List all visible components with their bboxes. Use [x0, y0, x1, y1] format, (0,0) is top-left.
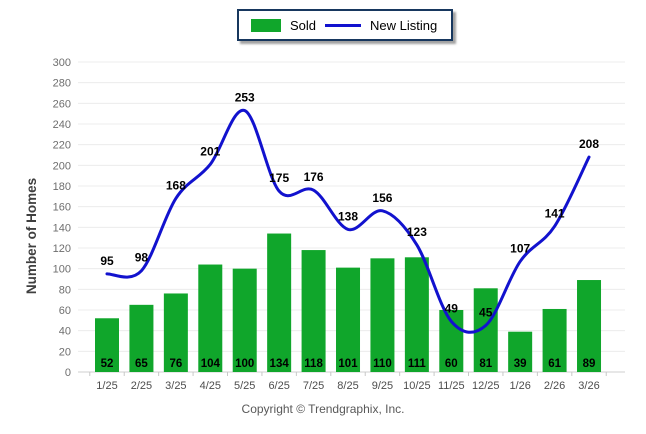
line-value-label: 123 [407, 225, 427, 239]
bar-value-label: 65 [135, 358, 148, 370]
line-value-label: 201 [200, 144, 220, 158]
y-tick-label: 160 [53, 202, 71, 214]
y-tick-label: 40 [59, 326, 71, 338]
y-tick-label: 140 [53, 222, 71, 234]
x-tick-label: 2/25 [131, 380, 152, 392]
bar [301, 250, 326, 372]
y-tick-label: 120 [53, 243, 71, 255]
x-tick-label: 1/26 [509, 380, 530, 392]
y-axis-title: Number of Homes [24, 178, 39, 294]
line-value-label: 141 [545, 206, 565, 220]
bar-value-label: 118 [304, 358, 323, 370]
bar [267, 233, 292, 372]
bar-value-label: 39 [514, 358, 527, 370]
y-tick-label: 80 [59, 284, 71, 296]
x-tick-label: 11/25 [438, 380, 465, 392]
y-tick-label: 280 [53, 78, 71, 90]
bar [95, 318, 119, 372]
copyright-text: Copyright © Trendgraphix, Inc. [241, 402, 405, 416]
bar-value-label: 89 [583, 358, 596, 370]
new-listing-line-icon [325, 23, 362, 27]
y-tick-label: 240 [53, 119, 71, 131]
line-value-label: 168 [166, 178, 186, 192]
line-value-label: 138 [338, 209, 358, 223]
bar-value-label: 110 [373, 358, 392, 370]
x-tick-label: 5/25 [234, 380, 255, 392]
bar-value-label: 104 [201, 358, 221, 370]
line-value-label: 49 [445, 301, 459, 315]
x-tick-label: 6/25 [268, 380, 289, 392]
bar [336, 267, 361, 372]
line-value-label: 95 [100, 254, 114, 268]
new-listing-curve [105, 109, 591, 334]
bar-series-sold [95, 233, 602, 372]
bar [198, 264, 223, 372]
y-tick-label: 220 [53, 140, 71, 152]
bar [404, 257, 429, 372]
bar [232, 268, 257, 372]
line-value-label: 98 [135, 251, 149, 265]
bar [508, 331, 533, 372]
y-tick-label: 180 [53, 181, 71, 193]
x-tick-label: 12/25 [472, 380, 500, 392]
x-tick-label: 10/25 [403, 380, 431, 392]
y-tick-label: 260 [53, 98, 71, 110]
bar-value-label: 76 [169, 358, 182, 370]
bar-value-label: 52 [101, 358, 114, 370]
sold-swatch-icon [251, 18, 281, 32]
bar [542, 308, 567, 372]
x-tick-label: 1/25 [96, 380, 117, 392]
bar [577, 280, 602, 372]
value-labels: 52 65 76 104 100 134 118 101 110 111 60 81 39 61 89 95 9… [100, 91, 599, 370]
x-tick-label: 3/25 [165, 380, 186, 392]
x-tick-label: 9/25 [372, 380, 393, 392]
line-value-label: 107 [510, 241, 530, 255]
bar-value-label: 100 [235, 358, 254, 370]
y-tick-label: 200 [53, 160, 71, 172]
bar-value-label: 101 [338, 358, 358, 370]
bar [129, 304, 154, 372]
x-tick-label: 4/25 [200, 380, 221, 392]
x-tick-label: 8/25 [337, 380, 358, 392]
line-value-label: 208 [579, 137, 599, 151]
line-value-label: 253 [235, 91, 255, 105]
bar [163, 293, 188, 372]
line-value-label: 176 [304, 170, 324, 184]
line-value-label: 45 [479, 306, 493, 320]
y-tick-label: 0 [65, 367, 71, 379]
x-tick-label: 2/26 [544, 380, 565, 392]
line-value-label: 156 [372, 191, 392, 205]
axis-labels: 0 20 40 60 80 100 120 140 160 180 200 220 240 260 280 3… [53, 57, 600, 392]
x-tick-label: 7/25 [303, 380, 324, 392]
y-tick-label: 300 [53, 57, 71, 69]
bar-value-label: 111 [408, 358, 427, 370]
y-tick-label: 20 [59, 346, 71, 358]
x-tick-label: 3/26 [578, 380, 599, 392]
legend: Sold New Listing [237, 9, 454, 41]
line-value-label: 175 [269, 171, 289, 185]
legend-label-sold: Sold [290, 17, 317, 33]
bar-value-label: 81 [479, 358, 492, 370]
bar-value-label: 61 [548, 358, 561, 370]
y-tick-label: 60 [59, 305, 71, 317]
bar [370, 258, 395, 372]
legend-label-new-listing: New Listing [370, 17, 438, 33]
line-series-new-listing [105, 109, 591, 334]
bar-value-label: 134 [270, 358, 290, 370]
bar-value-label: 60 [445, 358, 458, 370]
y-tick-label: 100 [53, 264, 71, 276]
